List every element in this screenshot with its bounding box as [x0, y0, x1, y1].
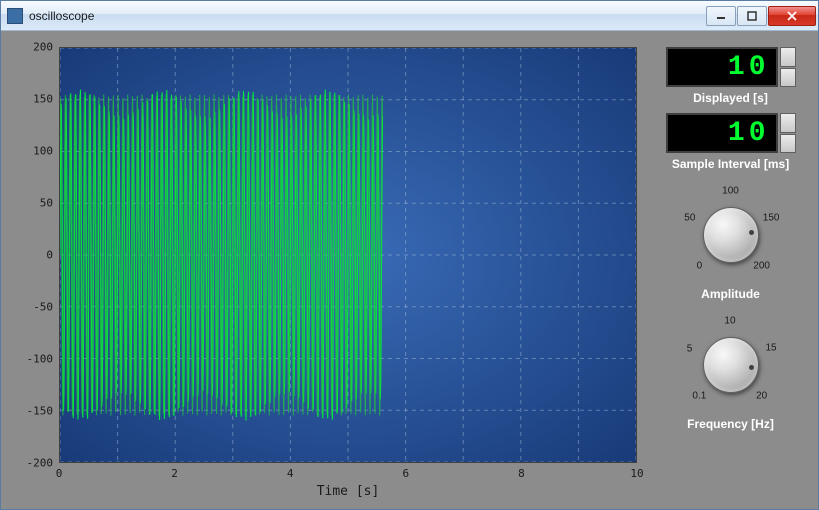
maximize-button[interactable] — [737, 6, 767, 26]
sample-interval-lcd: 10 — [666, 113, 778, 153]
close-button[interactable] — [768, 6, 816, 26]
x-tick-label: 0 — [56, 467, 63, 480]
frequency-label: Frequency [Hz] — [687, 417, 774, 431]
plot-outer: -200 -150 -100 -50 0 50 100 150 200 Time [s] 0 2 4… — [11, 41, 643, 499]
amplitude-knob-group: 0 50 100 150 200 Amplitude — [653, 185, 808, 301]
window-title: oscilloscope — [29, 9, 705, 23]
knob-tick-label: 50 — [684, 213, 695, 224]
knob-tick-label: 200 — [753, 261, 770, 272]
knob-indicator-dot — [749, 230, 754, 235]
frequency-knob-area: 0.1 5 10 15 20 — [671, 315, 791, 415]
amplitude-knob-area: 0 50 100 150 200 — [671, 185, 791, 285]
knob-tick-label: 10 — [724, 316, 735, 327]
y-tick-label: -50 — [33, 301, 53, 314]
titlebar[interactable]: oscilloscope — [1, 1, 818, 31]
y-axis: -200-150-100-50050100150200 — [11, 47, 59, 463]
sample-interval-stepper — [780, 113, 796, 153]
knob-indicator-dot — [749, 365, 754, 370]
sample-interval-group: 10 Sample Interval [ms] — [653, 113, 808, 171]
displayed-stepper — [780, 47, 796, 87]
sample-interval-step-up[interactable] — [780, 113, 796, 133]
x-axis-label: Time [s] — [317, 484, 380, 499]
displayed-lcd: 10 — [666, 47, 778, 87]
knob-tick-label: 5 — [687, 343, 693, 354]
displayed-step-up[interactable] — [780, 47, 796, 67]
frequency-knob[interactable] — [703, 337, 759, 393]
x-tick-label: 6 — [402, 467, 409, 480]
knob-tick-label: 150 — [763, 213, 780, 224]
sample-interval-label: Sample Interval [ms] — [672, 157, 789, 171]
knob-tick-label: 0 — [697, 261, 703, 272]
y-tick-label: 150 — [33, 93, 53, 106]
x-tick-label: 8 — [518, 467, 525, 480]
minimize-button[interactable] — [706, 6, 736, 26]
window-controls — [705, 6, 816, 26]
app-window: oscilloscope -200-150-100-50050100150200… — [0, 0, 819, 510]
y-tick-label: 0 — [46, 249, 53, 262]
x-tick-label: 10 — [630, 467, 643, 480]
displayed-label: Displayed [s] — [693, 91, 768, 105]
side-panel: 10 Displayed [s] 10 Sample Interval — [653, 41, 808, 499]
knob-tick-label: 15 — [765, 342, 776, 353]
displayed-group: 10 Displayed [s] — [653, 47, 808, 105]
displayed-step-down[interactable] — [780, 68, 796, 88]
plot-canvas[interactable] — [59, 47, 637, 463]
knob-tick-label: 0.1 — [692, 391, 706, 402]
plot-svg — [60, 48, 636, 462]
amplitude-label: Amplitude — [701, 287, 760, 301]
plot-panel: -200 -150 -100 -50 0 50 100 150 200 Time [s] 0 2 4… — [11, 41, 643, 499]
amplitude-knob[interactable] — [703, 207, 759, 263]
sample-interval-step-down[interactable] — [780, 134, 796, 154]
y-tick-label: -150 — [27, 405, 54, 418]
y-tick-label: -100 — [27, 353, 54, 366]
content-area: -200-150-100-50050100150200 Time [s] 024… — [1, 31, 818, 509]
app-icon — [7, 8, 23, 24]
x-tick-label: 2 — [171, 467, 178, 480]
y-tick-label: 200 — [33, 41, 53, 54]
y-tick-label: 100 — [33, 145, 53, 158]
frequency-knob-group: 0.1 5 10 15 20 Frequency [Hz] — [653, 315, 808, 431]
x-tick-label: 4 — [287, 467, 294, 480]
y-tick-label: -200 — [27, 457, 54, 470]
x-axis: Time [s] 0246810 — [59, 463, 637, 499]
y-tick-label: 50 — [40, 197, 53, 210]
knob-tick-label: 20 — [756, 391, 767, 402]
knob-tick-label: 100 — [722, 186, 739, 197]
